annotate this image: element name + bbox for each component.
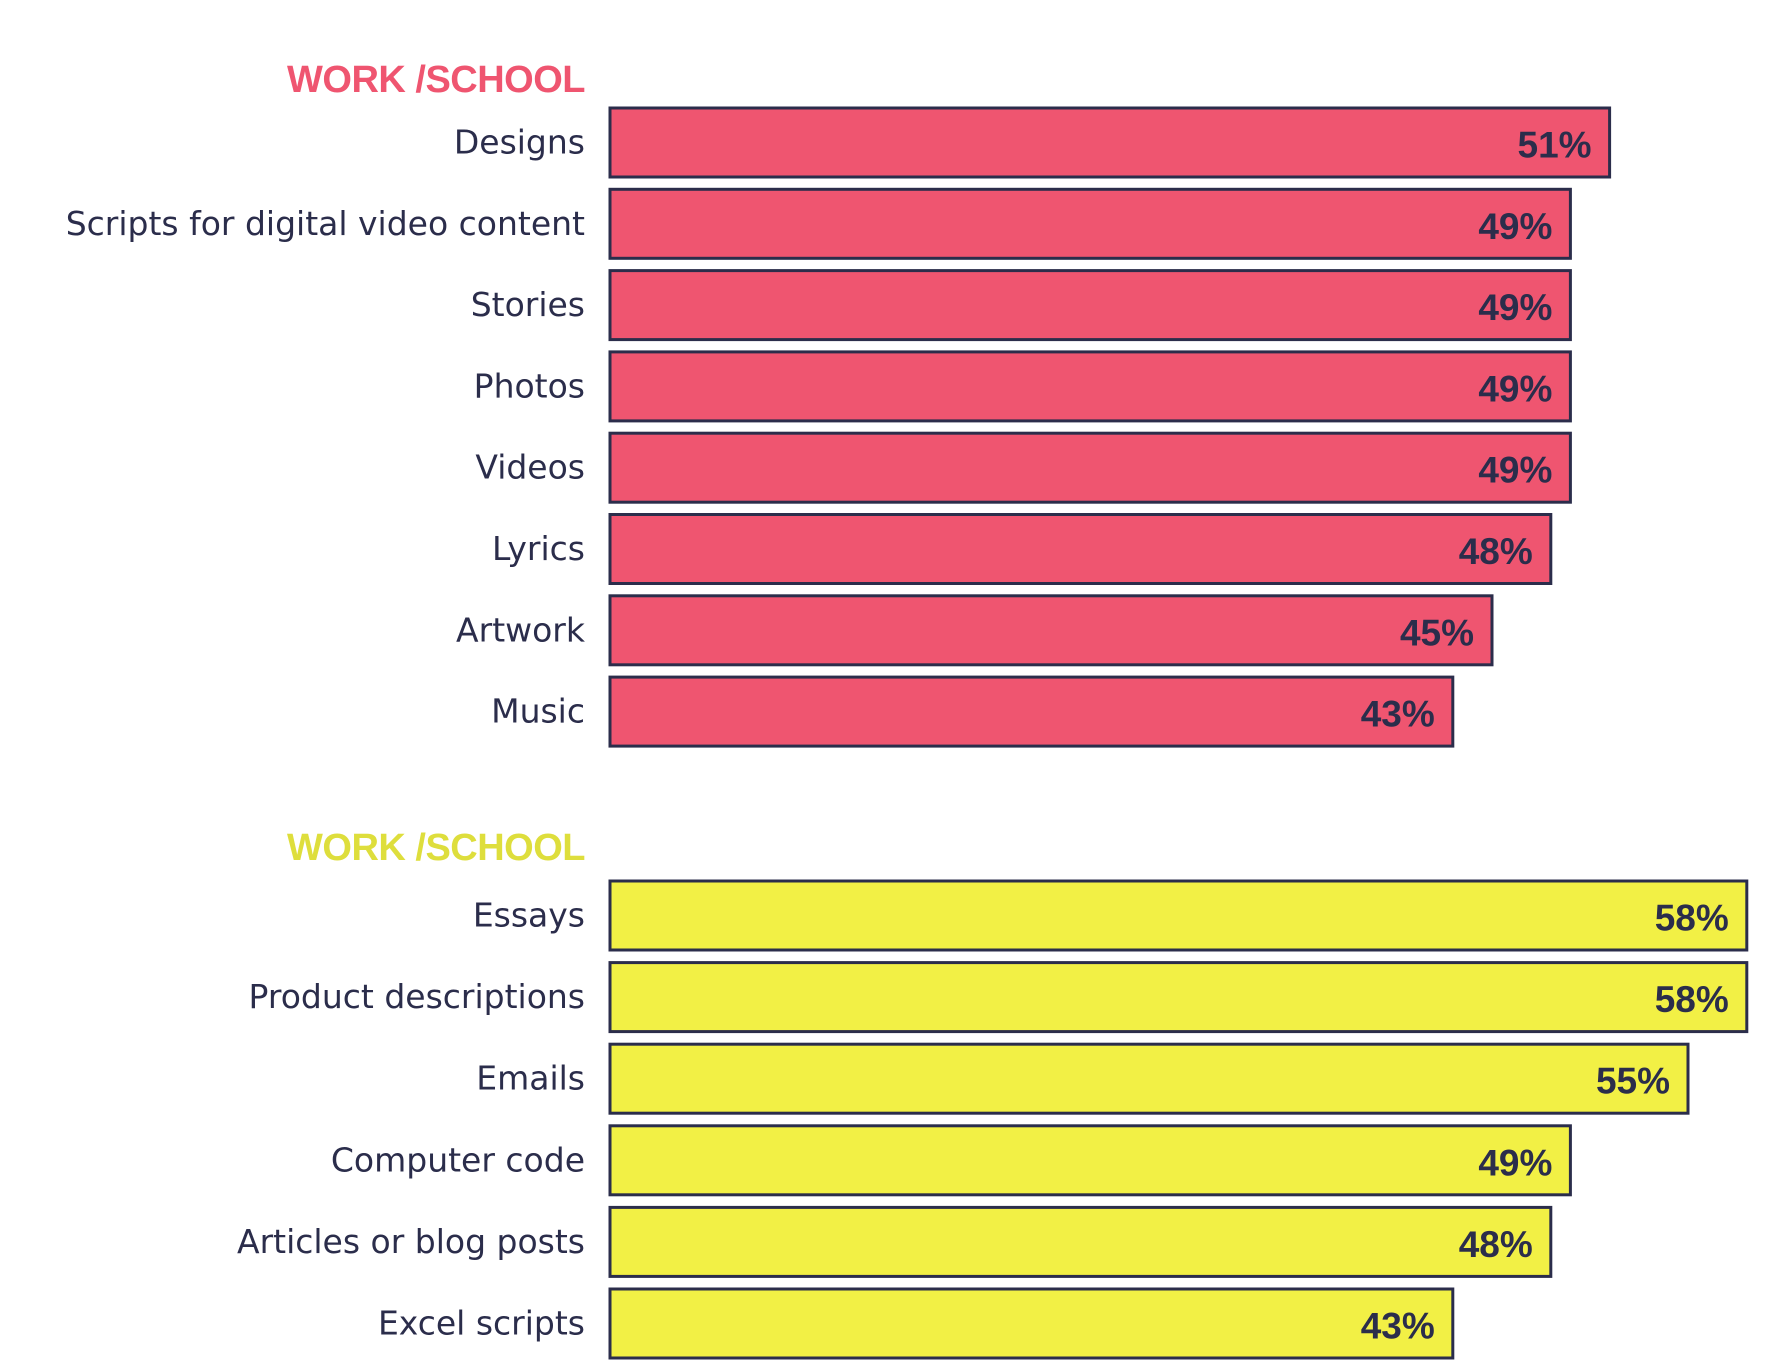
category-label: Photos bbox=[474, 366, 585, 405]
value-label: 43% bbox=[1361, 694, 1435, 735]
category-label: Scripts for digital video content bbox=[66, 204, 585, 243]
category-label: Computer code bbox=[331, 1140, 585, 1179]
bar bbox=[608, 961, 1749, 1034]
value-label: 49% bbox=[1478, 206, 1552, 247]
bar bbox=[608, 187, 1572, 260]
bar-group-1: WORK /SCHOOL Designs 51% Scripts for digita… bbox=[66, 59, 1612, 748]
value-label: 48% bbox=[1459, 1224, 1533, 1265]
value-label: 49% bbox=[1478, 368, 1552, 409]
value-label: 58% bbox=[1655, 979, 1729, 1020]
bar bbox=[608, 675, 1455, 748]
value-label: 43% bbox=[1361, 1306, 1435, 1347]
value-label: 49% bbox=[1478, 1142, 1552, 1183]
bar-group-2: WORK /SCHOOL Essays 58% Product description… bbox=[237, 827, 1749, 1360]
bar bbox=[608, 1042, 1690, 1115]
category-label: Stories bbox=[471, 285, 585, 324]
category-label: Artwork bbox=[456, 610, 586, 649]
value-label: 45% bbox=[1400, 612, 1474, 653]
category-label: Articles or blog posts bbox=[237, 1222, 585, 1261]
category-label: Music bbox=[491, 692, 585, 731]
bar bbox=[608, 106, 1612, 179]
value-label: 58% bbox=[1655, 898, 1729, 939]
category-label: Videos bbox=[475, 448, 585, 487]
category-label: Designs bbox=[454, 123, 585, 162]
value-label: 48% bbox=[1459, 531, 1533, 572]
category-label: Excel scripts bbox=[378, 1304, 585, 1343]
category-label: Emails bbox=[476, 1059, 585, 1098]
category-label: Product descriptions bbox=[249, 977, 585, 1016]
value-label: 51% bbox=[1518, 125, 1592, 166]
bar bbox=[608, 594, 1494, 667]
bar bbox=[608, 269, 1572, 342]
bar bbox=[608, 1205, 1553, 1278]
bar bbox=[608, 1287, 1455, 1360]
value-label: 55% bbox=[1596, 1061, 1670, 1102]
bar bbox=[608, 431, 1572, 504]
bar bbox=[608, 513, 1553, 585]
bar bbox=[608, 879, 1749, 952]
value-label: 49% bbox=[1478, 450, 1552, 491]
bar bbox=[608, 350, 1572, 423]
category-label: Lyrics bbox=[492, 529, 585, 568]
group-title: WORK /SCHOOL bbox=[287, 827, 585, 869]
value-label: 49% bbox=[1478, 287, 1552, 328]
category-label: Essays bbox=[473, 896, 585, 935]
bar bbox=[608, 1124, 1572, 1197]
group-title: WORK /SCHOOL bbox=[287, 59, 585, 101]
